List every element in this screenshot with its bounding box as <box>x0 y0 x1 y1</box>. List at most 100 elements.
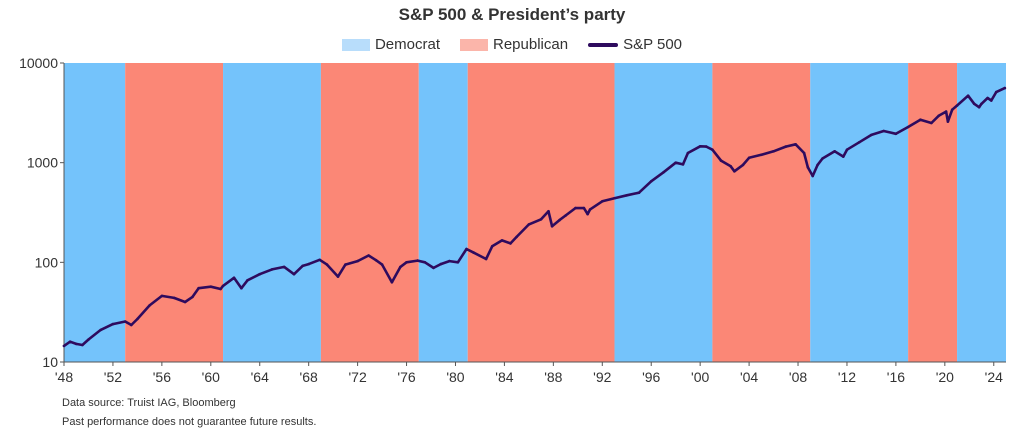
party-band-democrat-4 <box>418 63 468 362</box>
data-point-17 <box>219 287 222 291</box>
data-point-65 <box>637 191 641 194</box>
data-point-1 <box>68 340 72 344</box>
x-tick-label-2020: '20 <box>936 369 954 385</box>
data-point-105 <box>977 105 981 109</box>
x-tick-label-1976: '76 <box>397 369 415 385</box>
data-point-41 <box>432 266 435 270</box>
data-point-14 <box>191 295 194 299</box>
party-band-republican-9 <box>908 63 958 362</box>
data-point-73 <box>711 148 714 151</box>
x-tick-label-1988: '88 <box>544 369 562 385</box>
data-point-25 <box>292 272 296 276</box>
data-point-90 <box>845 148 849 151</box>
data-point-103 <box>966 94 970 97</box>
data-point-109 <box>994 90 998 94</box>
data-point-57 <box>564 214 567 217</box>
data-point-93 <box>882 129 885 133</box>
party-band-republican-3 <box>320 63 419 362</box>
data-point-68 <box>674 161 677 164</box>
legend-item-republican: Republican <box>460 36 568 53</box>
data-point-87 <box>821 157 824 160</box>
data-point-63 <box>613 196 616 200</box>
data-point-66 <box>649 180 653 183</box>
data-point-104 <box>972 102 976 106</box>
data-point-10 <box>148 304 151 307</box>
legend-swatch-democrat <box>341 38 370 51</box>
legend-swatch-republican <box>460 38 488 51</box>
data-point-72 <box>705 145 708 148</box>
data-point-21 <box>246 279 249 282</box>
data-point-45 <box>465 247 468 251</box>
data-point-9 <box>136 317 139 321</box>
data-point-43 <box>448 259 451 263</box>
data-point-29 <box>325 263 329 266</box>
data-point-101 <box>950 108 954 111</box>
data-point-33 <box>367 254 370 257</box>
x-tick-label-1968: '68 <box>300 369 318 385</box>
data-point-71 <box>698 145 702 148</box>
data-point-46 <box>472 251 476 254</box>
x-tick-label-2008: '08 <box>789 369 807 385</box>
data-point-85 <box>811 174 814 178</box>
x-tick-label-2024: '24 <box>985 369 1003 385</box>
data-point-95 <box>906 125 910 129</box>
data-point-52 <box>527 223 531 226</box>
data-point-6 <box>111 322 115 326</box>
data-point-84 <box>806 165 810 169</box>
data-point-74 <box>719 159 723 162</box>
data-point-91 <box>857 141 861 144</box>
data-point-42 <box>439 262 443 266</box>
data-point-15 <box>197 286 200 290</box>
data-point-62 <box>601 200 604 203</box>
data-point-28 <box>318 258 322 262</box>
x-tick-label-1964: '64 <box>251 369 269 385</box>
party-band-republican-7 <box>712 63 811 362</box>
data-point-53 <box>539 218 543 221</box>
data-point-89 <box>842 155 845 158</box>
data-point-49 <box>500 239 504 242</box>
data-point-7 <box>123 320 127 323</box>
data-point-20 <box>240 286 243 290</box>
x-tick-label-2000: '00 <box>691 369 709 385</box>
data-source-note: Data source: Truist IAG, Bloomberg <box>62 397 236 409</box>
data-point-0 <box>62 344 66 348</box>
data-point-97 <box>930 121 933 125</box>
data-point-106 <box>980 102 983 106</box>
data-point-76 <box>733 170 736 173</box>
data-point-61 <box>588 208 592 211</box>
data-point-11 <box>160 294 164 298</box>
legend-item-democrat: Democrat <box>341 36 440 53</box>
party-band-republican-1 <box>125 63 224 362</box>
data-point-96 <box>919 118 922 121</box>
x-tick-label-1980: '80 <box>446 369 464 385</box>
legend-label-sp500: S&P 500 <box>623 36 683 53</box>
data-point-81 <box>784 145 788 148</box>
data-point-79 <box>760 153 763 157</box>
data-point-5 <box>99 328 102 332</box>
data-point-16 <box>209 285 213 289</box>
data-point-55 <box>550 225 554 228</box>
chart-legend: Democrat Republican S&P 500 <box>0 36 1024 53</box>
data-point-4 <box>87 338 90 341</box>
x-tick-label-1972: '72 <box>348 369 366 385</box>
party-band-democrat-0 <box>64 63 126 362</box>
data-point-2 <box>74 342 78 346</box>
data-point-60 <box>586 212 589 216</box>
data-point-38 <box>405 261 408 264</box>
data-point-56 <box>558 218 561 222</box>
x-tick-label-1992: '92 <box>593 369 611 385</box>
party-band-democrat-2 <box>223 63 321 362</box>
data-point-58 <box>574 206 577 210</box>
x-tick-label-1948: '48 <box>55 369 73 385</box>
data-point-59 <box>582 206 586 210</box>
x-tick-label-1956: '56 <box>153 369 171 385</box>
data-point-23 <box>270 268 274 271</box>
data-point-50 <box>509 242 512 245</box>
data-point-3 <box>81 343 84 347</box>
data-point-22 <box>258 272 262 276</box>
y-tick-label-10: 10 <box>42 354 58 370</box>
party-band-democrat-8 <box>810 63 909 362</box>
data-point-27 <box>307 262 311 266</box>
data-point-110 <box>1003 86 1007 90</box>
data-point-98 <box>937 114 940 118</box>
